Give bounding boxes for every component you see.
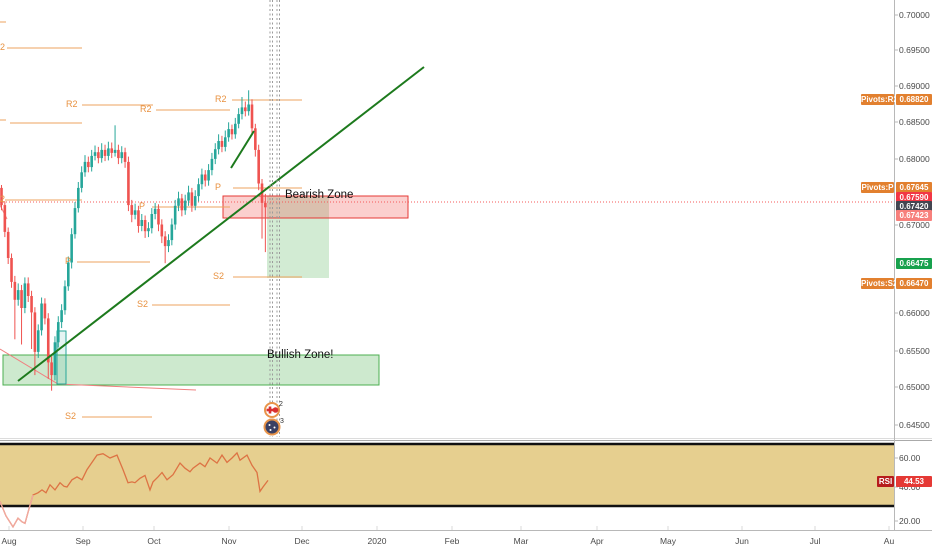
candle-body [213, 149, 217, 159]
candle-body [180, 198, 184, 211]
candle-body [173, 205, 177, 225]
candle-body [110, 148, 114, 153]
candle-body [83, 161, 87, 173]
candle-body [183, 200, 187, 211]
candle-body [30, 296, 33, 313]
trend-line[interactable] [17, 66, 425, 382]
candle-body [250, 104, 254, 129]
candle-body [140, 220, 144, 226]
candle-body [200, 174, 204, 185]
candle-body [160, 224, 164, 237]
candle-body [187, 192, 190, 201]
candle-body [93, 152, 97, 156]
candle-body [237, 114, 240, 124]
candle-body [87, 161, 90, 168]
candle-body [16, 290, 20, 300]
candle-body [234, 123, 237, 135]
candle-body [13, 281, 17, 300]
rsi-line-oversold [0, 494, 34, 529]
candle-body [70, 234, 73, 263]
candle-body [103, 149, 107, 156]
candle-body [230, 129, 234, 135]
candle-body [227, 129, 230, 138]
candle-body [167, 240, 170, 247]
candle-body [43, 303, 47, 319]
teal-range-box[interactable] [56, 330, 67, 385]
candle-body [10, 258, 13, 282]
candle-body [223, 137, 227, 147]
candle-body [63, 286, 67, 311]
idea-flags-icon-2[interactable]: 3 [263, 418, 285, 436]
candle-body [133, 210, 137, 215]
candle-body [40, 303, 43, 331]
candle-body [67, 262, 70, 287]
candle-body [97, 152, 100, 159]
candle-body [130, 205, 134, 215]
candle-body [197, 184, 200, 197]
candle-body [163, 236, 167, 247]
candle-body [217, 141, 220, 150]
idea-flags-icon-1[interactable]: 2 [264, 401, 283, 418]
candle-body [120, 152, 124, 159]
candle-body [20, 290, 23, 308]
candle-body [210, 158, 214, 171]
candle-body [147, 228, 150, 232]
candle-body [46, 318, 50, 363]
candle-body [50, 362, 53, 376]
candle-body [33, 312, 37, 352]
candle-body [153, 208, 157, 214]
candle-body [143, 220, 147, 232]
candle-body [117, 149, 120, 159]
candle-body [107, 148, 110, 156]
s2-support-zone[interactable] [267, 196, 329, 278]
candle-body [0, 187, 3, 206]
candle-body [220, 141, 224, 147]
rsi-band [0, 444, 894, 506]
candle-body [127, 161, 130, 206]
svg-text:3: 3 [280, 418, 284, 425]
candle-body [257, 149, 260, 184]
candle-body [6, 231, 10, 258]
candle-body [53, 342, 57, 376]
candle-body [100, 149, 103, 159]
candle-body [60, 310, 63, 323]
candle-body [3, 205, 7, 232]
candle-body [247, 104, 250, 112]
rsi-line [0, 451, 269, 529]
bearish-zone[interactable] [222, 195, 409, 219]
candle-body [177, 198, 180, 206]
candle-body [123, 152, 127, 162]
candle-body [80, 172, 83, 188]
candle-body [73, 208, 77, 235]
candle-body [26, 283, 30, 296]
candle-body [207, 170, 210, 181]
candle-body [137, 210, 140, 226]
svg-text:2: 2 [279, 401, 283, 408]
candle-body [56, 322, 60, 343]
candle-body [190, 192, 194, 206]
candle-body [157, 208, 160, 225]
candle-body [23, 283, 27, 308]
candle-body [203, 174, 207, 181]
candle-body [90, 155, 93, 168]
trend-line[interactable] [230, 130, 255, 169]
candle-body [244, 107, 247, 112]
candle-body [170, 224, 174, 241]
candle-body [240, 107, 244, 115]
candle-body [193, 196, 197, 206]
candle-body [113, 149, 117, 153]
candle-body [254, 128, 257, 150]
candle-body [77, 187, 80, 209]
candle-body [150, 214, 154, 229]
candle-body [36, 330, 40, 352]
candle-body [264, 202, 267, 208]
